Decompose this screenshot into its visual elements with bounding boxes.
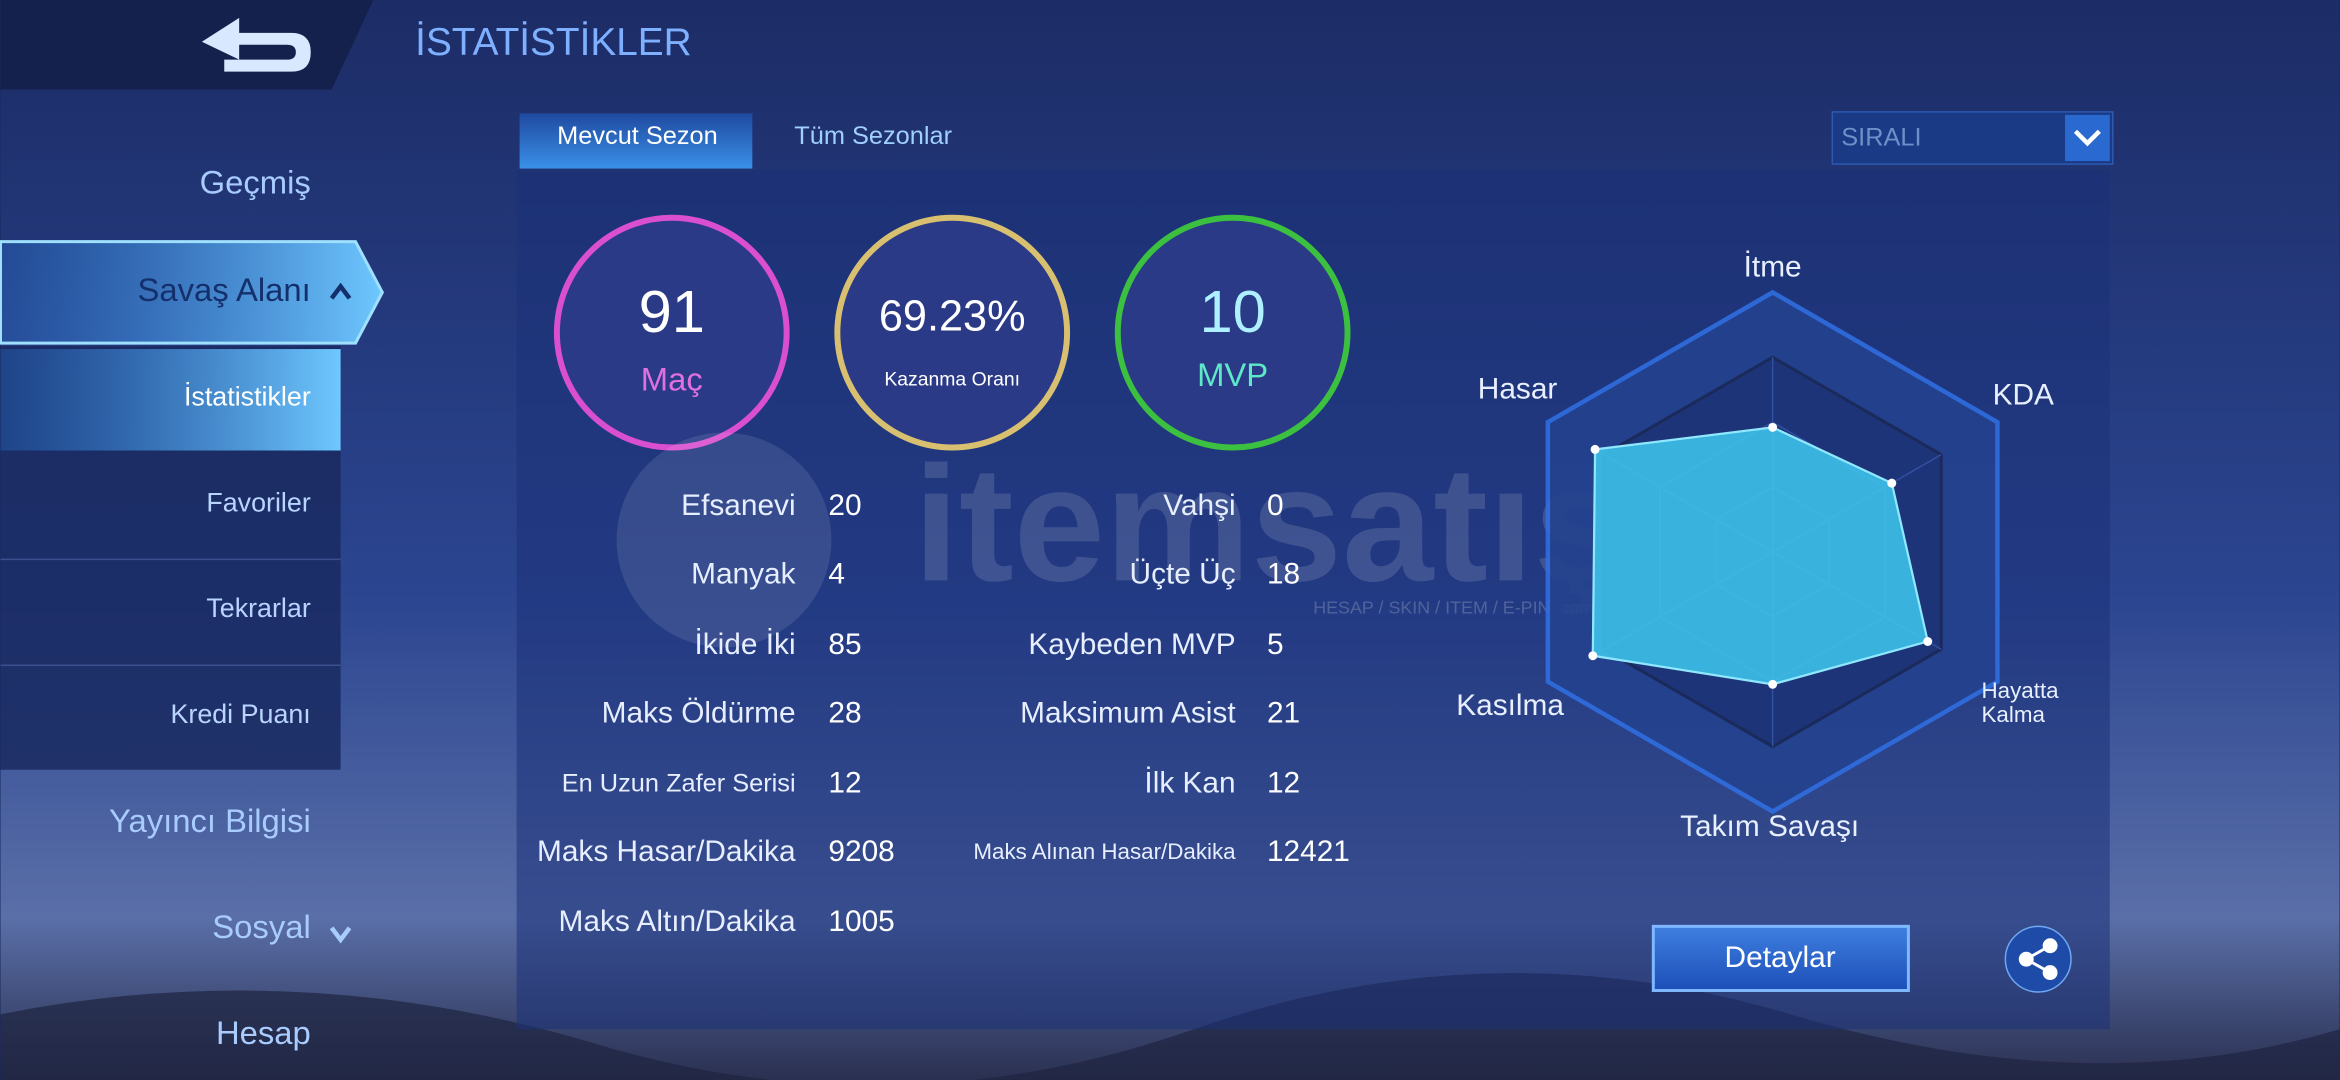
stat-value: 1005 (828, 905, 894, 938)
stat-label: Kaybeden MVP (1028, 628, 1235, 661)
menu-item[interactable]: Geçmiş (200, 164, 311, 201)
summary-value: 10 (1199, 278, 1265, 345)
stat-value: 85 (828, 628, 861, 661)
summary-label: Kazanma Oranı (884, 369, 1020, 391)
stats: Efsanevi 20 Manyak 4 İkide İki 85 Maks Öldürme… (537, 489, 1350, 938)
radar-axis-label: Hasar (1478, 373, 1558, 406)
radar-chart: İtme KDA Hayatta Kalma Takım Savaşı Kasılma H… (1456, 250, 2059, 843)
mountains (0, 973, 2340, 1080)
stat-label: İkide İki (694, 628, 795, 661)
menu-item[interactable]: Yayıncı Bilgisi (109, 802, 311, 839)
submenu-highlight (0, 349, 341, 451)
stat-label: Manyak (691, 558, 796, 591)
submenu-item[interactable]: Kredi Puanı (170, 699, 310, 729)
submenu-item[interactable]: İstatistikler (184, 380, 311, 411)
menu-highlight (0, 240, 385, 345)
summary-label: Maç (641, 361, 703, 398)
share-icon (2018, 938, 2058, 981)
ring (553, 214, 790, 451)
tab[interactable]: Mevcut Sezon (557, 122, 718, 150)
summary-label: MVP (1197, 356, 1268, 393)
watermark-tagline: HESAP / SKIN / ITEM / E-PIN .com (1313, 597, 1594, 617)
ring (1114, 214, 1351, 451)
submenu-item[interactable]: Tekrarlar (206, 593, 310, 623)
tab[interactable]: Tüm Sezonlar (794, 122, 952, 150)
stat-value: 12 (1267, 767, 1300, 800)
stat-value: 12 (828, 767, 861, 800)
back-button[interactable] (201, 17, 311, 72)
button-label: Detaylar (1725, 941, 1836, 974)
tab-active-bg (519, 113, 753, 169)
share-button[interactable] (2004, 925, 2072, 993)
stat-value: 20 (828, 489, 861, 522)
dropdown-label: SIRALI (1841, 123, 1921, 151)
summary-value: 91 (639, 278, 705, 345)
watermark-logo (616, 432, 832, 648)
radar-point (1590, 444, 1600, 454)
stat-value: 4 (828, 558, 845, 591)
stat-value: 5 (1267, 628, 1284, 661)
stat-label: Vahşi (1163, 489, 1235, 522)
back-panel (0, 0, 374, 90)
stat-value: 18 (1267, 558, 1300, 591)
chevron-up (329, 282, 352, 300)
radar-point (1768, 422, 1778, 432)
radar-axis-label: İtme (1744, 250, 1802, 283)
radar-axis-label: KDA (1993, 379, 2054, 412)
stat-value: 0 (1267, 489, 1284, 522)
stat-label: En Uzun Zafer Serisi (562, 769, 796, 797)
menu-item-active[interactable]: Savaş Alanı (138, 271, 311, 308)
chevron-down (329, 926, 352, 944)
menu-item[interactable]: Sosyal (212, 908, 310, 945)
stat-label: Maks Alınan Hasar/Dakika (973, 839, 1236, 864)
stat-value: 9208 (828, 835, 894, 868)
radar-point (1768, 679, 1778, 689)
radar-axis-label: Hayatta Kalma (1981, 680, 2059, 728)
dropdown-arrow (2073, 129, 2101, 147)
radar-axis-label-box: Hayatta Kalma (1981, 680, 2059, 728)
stat-value: 12421 (1267, 835, 1350, 868)
details-button[interactable] (1651, 924, 1910, 992)
stat-label: İlk Kan (1144, 767, 1235, 800)
stat-label: Maks Öldürme (602, 696, 796, 729)
summary-value: 69.23% (879, 293, 1026, 341)
stat-label: Efsanevi (681, 489, 795, 522)
radar-point (1588, 651, 1598, 661)
page-title: İSTATİSTİKLER (415, 21, 691, 64)
radar-axis-label: Takım Savaşı (1680, 810, 1859, 843)
menu-item[interactable]: Hesap (216, 1014, 311, 1051)
watermark: itemsatış (913, 431, 1624, 615)
radar-axis-label: Kasılma (1456, 689, 1564, 722)
stat-label: Maks Hasar/Dakika (537, 835, 796, 868)
dropdown-arrow-box (2065, 114, 2110, 162)
stat-value: 21 (1267, 696, 1300, 729)
submenu-item[interactable]: Favoriler (206, 487, 310, 517)
stat-value: 28 (828, 696, 861, 729)
radar-point (1923, 637, 1933, 646)
stat-label: Maks Altın/Dakika (559, 905, 796, 938)
stat-label: Maksimum Asist (1020, 696, 1236, 729)
radar-point (1887, 478, 1897, 488)
stat-label: Üçte Üç (1130, 558, 1236, 591)
ring (834, 214, 1071, 451)
